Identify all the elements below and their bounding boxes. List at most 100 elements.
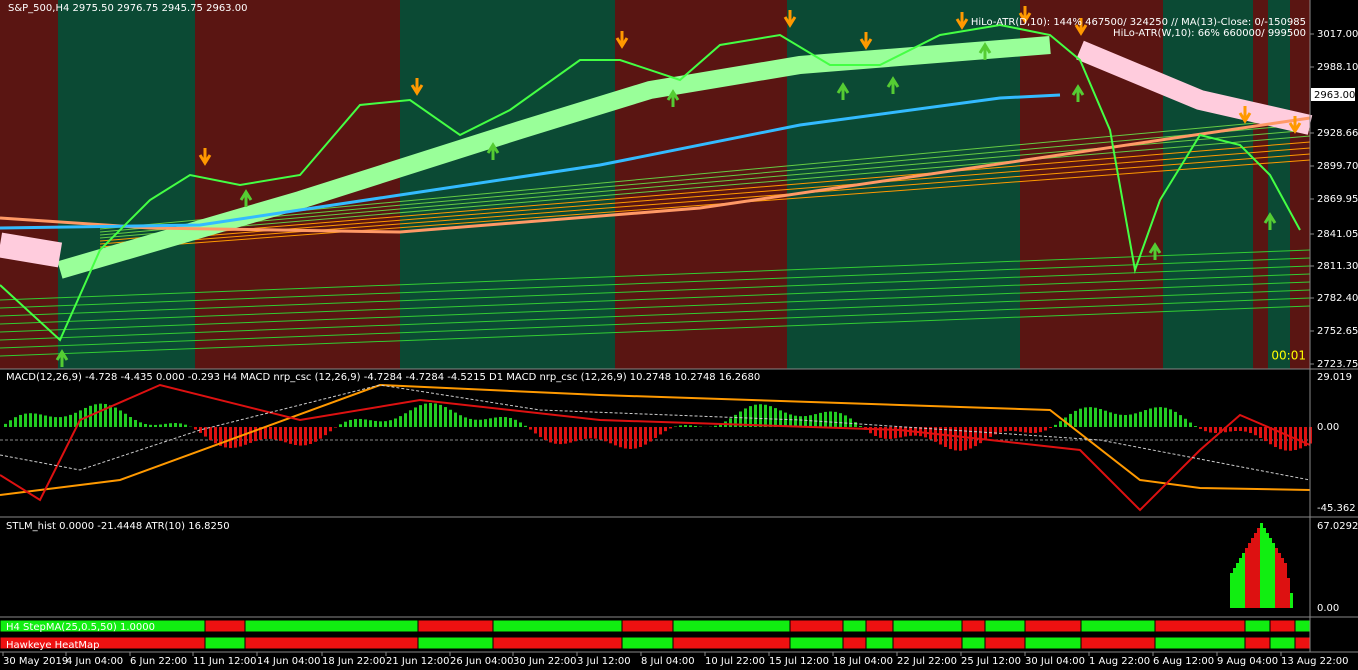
macd-hist (899, 427, 902, 438)
price-label: 3017.00 (1317, 29, 1358, 40)
macd-hist (1039, 427, 1042, 433)
macd-hist (719, 423, 722, 427)
price-label: 2899.70 (1317, 161, 1358, 172)
macd-hist (144, 423, 147, 427)
time-label: 30 Jul 04:00 (1025, 656, 1085, 667)
session-band (1163, 0, 1253, 369)
macd-hist (319, 427, 322, 439)
macd-hist (1159, 407, 1162, 427)
bar-timer: 00:01 (1271, 349, 1306, 363)
stepma-segment (417, 619, 494, 633)
ma-line (99, 147, 1311, 245)
macd-hist (714, 425, 717, 427)
sell-arrow (1238, 106, 1252, 124)
macd-hist (224, 427, 227, 448)
macd-hist (579, 427, 582, 440)
macd-hist (539, 427, 542, 438)
time-label: 6 Aug 12:00 (1153, 656, 1214, 667)
macd-hist (154, 424, 157, 427)
macd-hist (469, 418, 472, 427)
sell-arrow (615, 31, 629, 49)
time-label: 1 Aug 22:00 (1089, 656, 1150, 667)
macd-hist (1289, 427, 1292, 451)
stlm-label: 0.00 (1317, 603, 1339, 614)
macd-hist (114, 407, 117, 427)
macd-hist (209, 427, 212, 441)
macd-hist (369, 420, 372, 427)
macd-hist (349, 419, 352, 427)
macd-hist (399, 416, 402, 427)
macd-hist (729, 418, 732, 427)
session-bands (0, 0, 1310, 369)
macd-hist (1254, 427, 1257, 436)
macd-hist (14, 417, 17, 427)
macd-hist (444, 407, 447, 427)
macd-hist (59, 417, 62, 427)
macd-hist (659, 427, 662, 435)
macd-hist (879, 427, 882, 438)
macd-hist (849, 418, 852, 427)
macd-hist (484, 419, 487, 427)
ma-line (99, 123, 1311, 233)
macd-hist (1259, 427, 1262, 438)
macd-header: MACD(12,26,9) -4.728 -4.435 0.000 -0.293… (6, 372, 760, 383)
macd-hist (614, 427, 617, 446)
macd-hist (734, 414, 737, 427)
macd-hist (279, 427, 282, 441)
heatmap-header: Hawkeye HeatMap (6, 640, 100, 651)
macd-hist (24, 413, 27, 427)
buy-arrow (666, 89, 680, 107)
macd-hist (324, 427, 327, 436)
price-label: 2841.05 (1317, 229, 1358, 240)
macd-hist (789, 414, 792, 427)
macd-hist (254, 427, 257, 442)
macd-hist (894, 427, 897, 439)
macd-hist (904, 427, 907, 437)
macd-hist (1019, 427, 1022, 432)
price-label: 2723.75 (1317, 359, 1358, 370)
macd-hist (494, 417, 497, 427)
macd-hist (459, 415, 462, 427)
macd-hist (1179, 415, 1182, 427)
ma-line (0, 265, 1311, 317)
macd-hist (339, 424, 342, 427)
macd-hist (134, 419, 137, 427)
macd-hist (1249, 427, 1252, 434)
macd-hist (329, 427, 332, 432)
stlm-label: 67.0292 (1317, 521, 1358, 532)
macd-hist (774, 408, 777, 427)
buy-arrow (978, 42, 992, 60)
time-label: 14 Jun 04:00 (257, 656, 321, 667)
macd-hist (619, 427, 622, 448)
macd-hist (179, 423, 182, 427)
time-label: 8 Jul 04:00 (641, 656, 695, 667)
macd-hist (289, 427, 292, 444)
macd-hist (644, 427, 647, 445)
stlm-bar (1290, 593, 1293, 608)
stepma-segment (1154, 619, 1246, 633)
ma-line (0, 297, 1311, 349)
macd-hist (94, 404, 97, 427)
macd-hist (1034, 427, 1037, 433)
macd-hist (1264, 427, 1267, 442)
macd-hist (794, 415, 797, 427)
macd-hist (564, 427, 567, 444)
macd-hist (1124, 414, 1127, 427)
heatmap-segment (1244, 636, 1271, 650)
session-band (1253, 0, 1268, 369)
macd-hist (1109, 412, 1112, 427)
macd-hist (959, 427, 962, 451)
stepma-segment (1269, 619, 1296, 633)
macd-hist (1169, 409, 1172, 427)
time-label: 26 Jun 04:00 (450, 656, 514, 667)
macd-label: 29.019 (1317, 372, 1352, 383)
macd-hist (1224, 427, 1227, 433)
macd-hist (199, 427, 202, 433)
macd-hist (464, 417, 467, 427)
heatmap-segment (984, 636, 1026, 650)
macd-hist (304, 427, 307, 446)
macd-hist (574, 427, 577, 442)
stlm-bar (1251, 538, 1254, 608)
macd-hist (979, 427, 982, 444)
heatmap-segment (417, 636, 494, 650)
